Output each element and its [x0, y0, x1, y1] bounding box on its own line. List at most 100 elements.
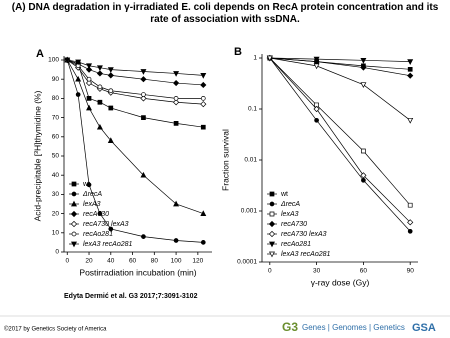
data-point [140, 69, 147, 75]
data-point [96, 65, 103, 72]
y-tick-label: 0.01 [244, 157, 257, 164]
figure-title: (A) DNA degradation in γ-irradiated E. c… [11, 2, 439, 25]
legend-label: lexA3 [281, 211, 299, 218]
legend-marker [71, 241, 77, 248]
x-tick-label: 40 [107, 258, 115, 265]
legend-marker [269, 191, 275, 197]
legend-label: recA730 lexA3 [281, 231, 327, 238]
data-point [200, 81, 207, 89]
legend-marker [71, 181, 77, 187]
series-line [67, 59, 204, 99]
legend-marker [269, 201, 275, 207]
data-point [172, 99, 180, 106]
y-axis-label: Fraction survival [220, 129, 230, 191]
data-point [313, 63, 320, 70]
x-tick-label: 90 [407, 268, 415, 275]
legend-marker [269, 211, 275, 217]
data-point [173, 71, 180, 77]
data-point [108, 105, 114, 111]
x-tick-label: 60 [129, 258, 137, 265]
x-tick-label: 80 [151, 258, 159, 265]
data-point [140, 95, 147, 102]
y-tick-label: 0.0001 [237, 259, 257, 266]
data-point [140, 76, 147, 83]
series-line [269, 57, 411, 206]
y-tick-label: 30 [52, 191, 60, 198]
series-line [67, 59, 204, 128]
data-point [64, 57, 71, 64]
data-point [200, 124, 206, 130]
x-tick-label: 60 [360, 268, 368, 275]
x-tick-label: 120 [192, 258, 203, 265]
data-point [360, 172, 367, 179]
data-point [96, 123, 103, 130]
data-point [86, 76, 92, 82]
data-point [407, 228, 413, 234]
legend-marker [269, 241, 275, 248]
data-point [97, 84, 103, 90]
legend-marker [71, 231, 77, 237]
x-tick-label: 100 [171, 258, 182, 265]
legend-marker [70, 220, 78, 228]
legend-label: lexA3 recAo281 [281, 251, 331, 258]
legend-label: recA730 [281, 221, 307, 228]
data-point [75, 92, 81, 97]
logo-g3: G3 [282, 320, 298, 334]
legend-label: lexA3 [83, 201, 101, 208]
legend-label: ΔrecA [82, 191, 102, 198]
data-point [85, 79, 93, 87]
data-point [173, 96, 179, 101]
data-point [141, 92, 146, 97]
data-point [86, 96, 92, 101]
data-point [107, 72, 114, 79]
logo-text: Genes | Genomes | Genetics [302, 323, 405, 332]
y-tick-label: 0.001 [241, 208, 258, 215]
series-line [67, 59, 204, 76]
data-point [407, 219, 414, 226]
legend-marker [268, 220, 276, 228]
data-point [97, 211, 103, 216]
data-point [200, 73, 207, 79]
data-point [314, 117, 319, 123]
data-point [75, 75, 82, 82]
x-tick-label: 0 [65, 258, 69, 265]
data-point [141, 234, 146, 239]
legend-label: ΔrecA [280, 201, 300, 208]
data-point [107, 137, 114, 143]
data-point [200, 240, 206, 245]
legend-marker [269, 251, 275, 258]
data-point [75, 63, 81, 69]
data-point [361, 177, 366, 183]
data-point [313, 56, 320, 63]
legend-label: recAo281 [83, 231, 113, 238]
data-point [314, 102, 319, 108]
legend-label: wt [280, 191, 288, 198]
data-point [173, 238, 179, 243]
data-point [407, 202, 413, 208]
legend-marker [70, 210, 78, 218]
data-point [407, 72, 414, 79]
data-point [407, 59, 414, 65]
series-line [269, 57, 411, 77]
x-axis-label: Postirradiation incubation (min) [79, 267, 196, 277]
y-tick-label: 20 [52, 210, 60, 217]
x-tick-label: 30 [313, 268, 321, 275]
panel-label: A [36, 48, 44, 60]
data-point [75, 59, 82, 66]
data-point [173, 200, 180, 207]
legend-label: recA730 lexA3 [83, 221, 129, 228]
legend-label: recAo281 [281, 241, 311, 248]
legend-label: wt [82, 181, 90, 188]
data-point [141, 115, 146, 120]
data-point [361, 148, 366, 154]
data-point [140, 171, 147, 178]
legend-marker [268, 230, 276, 238]
y-tick-label: 0.1 [248, 106, 257, 113]
y-tick-label: 100 [48, 57, 59, 64]
series-line [269, 57, 411, 121]
data-point [86, 63, 93, 70]
data-point [360, 57, 367, 64]
citation: Edyta Dermić et al. G3 2017;7:3091-3102 [64, 293, 198, 300]
legend-marker [71, 200, 77, 207]
